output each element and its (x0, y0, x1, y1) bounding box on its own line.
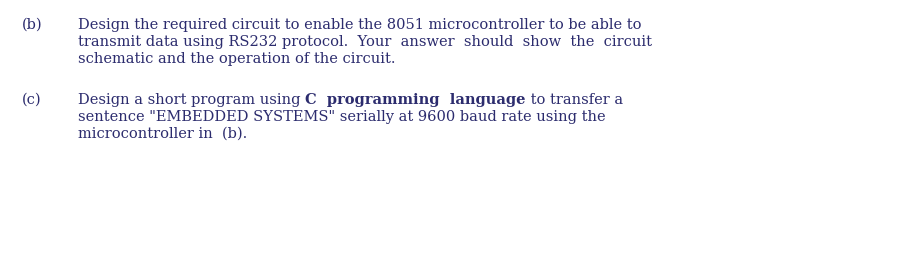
Text: transmit data using RS232 protocol.  Your  answer  should  show  the  circuit: transmit data using RS232 protocol. Your… (78, 35, 652, 49)
Text: C  programming  language: C programming language (305, 93, 526, 107)
Text: (b): (b) (22, 18, 42, 32)
Text: Design a short program using: Design a short program using (78, 93, 305, 107)
Text: (c): (c) (22, 93, 41, 107)
Text: schematic and the operation of the circuit.: schematic and the operation of the circu… (78, 52, 396, 66)
Text: microcontroller in  (b).: microcontroller in (b). (78, 127, 247, 141)
Text: Design the required circuit to enable the 8051 microcontroller to be able to: Design the required circuit to enable th… (78, 18, 642, 32)
Text: to transfer a: to transfer a (526, 93, 622, 107)
Text: sentence "EMBEDDED SYSTEMS" serially at 9600 baud rate using the: sentence "EMBEDDED SYSTEMS" serially at … (78, 110, 606, 124)
